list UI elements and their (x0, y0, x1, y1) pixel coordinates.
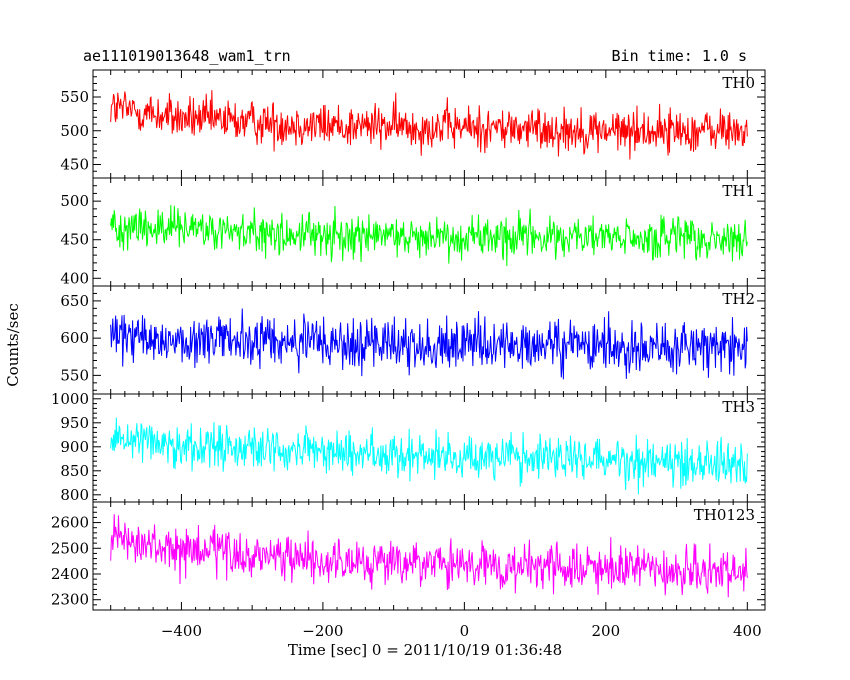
series-line-th1 (110, 204, 748, 267)
panel-label-th1: TH1 (722, 182, 755, 200)
y-tick-label: 2500 (51, 539, 89, 557)
x-tick-label: 400 (733, 622, 762, 640)
y-tick-label: 600 (60, 329, 89, 347)
y-tick-label: 450 (60, 231, 89, 249)
panel-label-th2: TH2 (722, 290, 755, 308)
chart-title: ae111019013648_wam1_trn (83, 47, 291, 65)
bin-time-label: Bin time: 1.0 s (612, 47, 747, 65)
panel-th3: 800 850 900 950 1000 TH3 (51, 390, 766, 504)
y-tick-label: 2600 (51, 514, 89, 532)
x-tick-label: 0 (460, 622, 470, 640)
y-tick-label: 450 (60, 156, 89, 174)
panel-label-th0123: TH0123 (694, 506, 755, 524)
y-tick-label: 1000 (51, 390, 89, 408)
x-axis-tick-labels: −400 −200 0 200 400 (161, 622, 762, 640)
y-tick-label: 950 (60, 414, 89, 432)
x-axis-label: Time [sec] 0 = 2011/10/19 01:36:48 (288, 641, 562, 659)
y-tick-label: 2400 (51, 565, 89, 583)
panel-th0: 450 500 550 TH0 (60, 69, 766, 179)
series-line-th2 (110, 308, 748, 380)
y-tick-label: 650 (60, 292, 89, 310)
panel-label-th0: TH0 (722, 74, 755, 92)
panel-label-th3: TH3 (722, 398, 755, 416)
y-tick-label: 900 (60, 438, 89, 456)
y-tick-label: 400 (60, 269, 89, 287)
x-tick-label: 200 (592, 622, 621, 640)
y-tick-label: 2300 (51, 591, 89, 609)
y-tick-label: 500 (60, 122, 89, 140)
y-tick-label: 550 (60, 366, 89, 384)
panel-frame (92, 501, 766, 611)
panel-th2: 550 600 650 TH2 (60, 285, 766, 395)
series-line-th0123 (110, 514, 748, 598)
panel-th0123: 2300 2400 2500 2600 TH0123 (51, 501, 766, 611)
y-tick-label: 850 (60, 462, 89, 480)
x-tick-label: −200 (302, 622, 343, 640)
series-line-th0 (110, 90, 748, 160)
y-tick-label: 550 (60, 88, 89, 106)
panel-th1: 400 450 500 TH1 (60, 177, 766, 287)
series-line-th3 (110, 417, 748, 495)
y-tick-label: 500 (60, 192, 89, 210)
y-axis-label: Counts/sec (4, 303, 22, 387)
y-tick-label: 800 (60, 486, 89, 504)
x-tick-label: −400 (161, 622, 202, 640)
